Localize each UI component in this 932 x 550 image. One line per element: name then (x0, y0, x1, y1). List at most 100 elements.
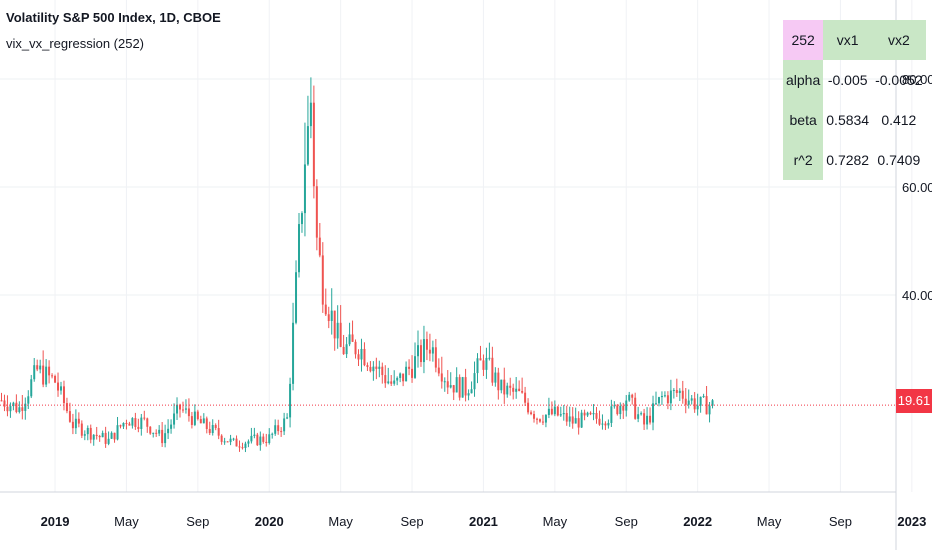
regression-table: 252 vx1 vx2 alpha -0.005 -0.0052 beta 0.… (783, 20, 926, 180)
candle-body (485, 357, 488, 370)
candle-body (422, 339, 425, 363)
candle-body (158, 429, 161, 434)
candle-body (696, 405, 699, 410)
candle-body (303, 164, 306, 214)
candle-body (71, 421, 74, 429)
table-corner: 252 (783, 20, 824, 60)
x-tick-label: May (543, 514, 568, 529)
candle-body (101, 432, 104, 438)
candle-body (167, 428, 170, 434)
candle-body (217, 428, 220, 436)
candle-body (372, 366, 375, 372)
candle-body (607, 422, 610, 426)
candle-body (417, 345, 419, 357)
candle-body (625, 400, 628, 411)
candle-body (366, 365, 369, 367)
candle-body (446, 381, 449, 388)
chart-title: Volatility S&P 500 Index, 1D, CBOE (6, 10, 221, 25)
candle-body (455, 377, 458, 393)
candle-body (405, 366, 408, 382)
candle-body (92, 434, 95, 440)
candle-body (553, 406, 556, 415)
candle-body (521, 390, 524, 393)
candle-body (80, 423, 83, 436)
candle-body (702, 396, 705, 398)
candle-body (15, 402, 18, 413)
candle-body (524, 392, 527, 403)
candle-body (613, 405, 616, 407)
candle-body (512, 387, 515, 392)
candle-body (30, 379, 33, 397)
candle-body (354, 341, 357, 355)
candle-body (21, 407, 24, 411)
candle-body (89, 427, 92, 440)
candle-body (205, 418, 208, 429)
candle-body (672, 389, 675, 391)
candle-body (48, 366, 51, 376)
candle-body (187, 408, 190, 417)
candle-body (399, 373, 402, 378)
candle-body (137, 426, 140, 429)
candle-body (342, 346, 345, 355)
candle-body (348, 334, 351, 345)
candle-body (241, 447, 244, 449)
candle-body (268, 434, 271, 443)
candle-body (598, 418, 601, 425)
candle-body (12, 402, 15, 407)
candle-body (470, 389, 473, 394)
x-tick-label: May (114, 514, 139, 529)
candle-body (357, 354, 360, 360)
candle-body (363, 348, 366, 366)
candle-body (675, 389, 678, 393)
study-label[interactable]: vix_vx_regression (252) (6, 36, 145, 51)
candle-body (238, 446, 241, 448)
candle-body (419, 345, 422, 363)
candle-body (113, 432, 116, 440)
candle-body (179, 404, 181, 410)
candle-body (140, 417, 143, 429)
candle-body (265, 441, 268, 443)
candle-body (437, 367, 440, 374)
candle-body (128, 423, 131, 426)
candle-body (699, 396, 702, 406)
candle-body (622, 405, 625, 411)
candle-body (33, 365, 36, 380)
candle-body (298, 224, 300, 273)
candle-body (544, 414, 547, 423)
candle-body (449, 385, 452, 388)
candle-body (244, 443, 247, 448)
candle-body (550, 408, 553, 415)
candle-body (0, 400, 3, 402)
candle-body (289, 383, 292, 418)
candle-body (199, 419, 202, 424)
candle-body (628, 394, 631, 401)
candle-body (678, 390, 681, 393)
candle-body (583, 412, 586, 416)
x-tick-label: 2021 (469, 514, 498, 529)
candle-body (77, 418, 80, 424)
candle-body (286, 417, 289, 419)
candle-body (491, 357, 494, 383)
candle-body (684, 398, 687, 405)
candle-body (541, 421, 544, 423)
x-tick-label: May (757, 514, 782, 529)
column-header-vx1: vx1 (823, 20, 873, 60)
candle-body (306, 126, 309, 165)
candle-body (580, 412, 583, 428)
candle-body (565, 413, 568, 422)
candle-body (428, 349, 431, 354)
x-tick-label: 2022 (683, 514, 712, 529)
candle-body (396, 377, 399, 381)
candle-body (125, 422, 128, 424)
candle-body (482, 360, 485, 370)
candle-body (9, 406, 12, 412)
candle-body (161, 429, 164, 444)
candle-body (333, 310, 336, 339)
candle-body (62, 386, 65, 404)
candle-body (184, 408, 187, 410)
column-header-vx2: vx2 (872, 20, 926, 60)
candle-body (515, 388, 518, 392)
candle-body (39, 365, 42, 370)
candle-body (318, 237, 321, 256)
